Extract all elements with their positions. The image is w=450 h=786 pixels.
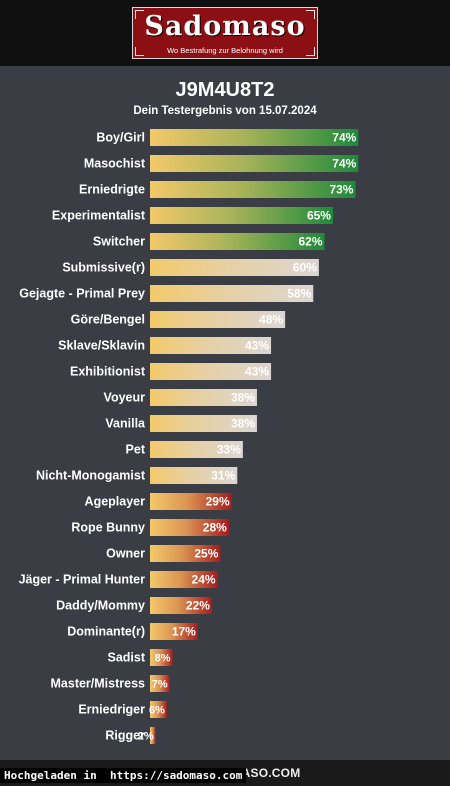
result-bar xyxy=(150,337,272,354)
category-label: Ageplayer xyxy=(85,495,146,509)
category-label: Exhibitionist xyxy=(70,365,146,379)
category-label: Erniedriger xyxy=(78,703,145,717)
category-label: Pet xyxy=(126,443,146,457)
result-date: Dein Testergebnis von 15.07.2024 xyxy=(133,105,317,117)
category-label: Submissive(r) xyxy=(62,261,145,275)
result-bar xyxy=(150,519,229,536)
value-label: 38% xyxy=(231,391,255,405)
value-label: 73% xyxy=(329,183,353,197)
category-label: Nicht-Monogamist xyxy=(36,469,146,483)
value-label: 7% xyxy=(152,679,168,691)
category-label: Dominante(r) xyxy=(67,625,145,639)
value-label: 48% xyxy=(259,313,283,327)
category-label: Switcher xyxy=(93,235,145,249)
category-label: Jäger - Primal Hunter xyxy=(19,573,146,587)
value-label: 33% xyxy=(217,443,241,457)
value-label: 43% xyxy=(245,365,269,379)
value-label: 8% xyxy=(155,653,171,665)
result-bar xyxy=(150,441,243,458)
value-label: 74% xyxy=(332,157,356,171)
result-bar xyxy=(150,285,314,302)
value-label: 25% xyxy=(194,547,218,561)
category-label: Experimentalist xyxy=(52,209,146,223)
result-bar xyxy=(150,727,156,744)
logo-ornament xyxy=(306,10,315,19)
result-bar xyxy=(150,701,167,718)
category-label: Master/Mistress xyxy=(51,677,146,691)
logo-tagline: Wo Bestrafung zur Belohnung wird xyxy=(167,46,283,55)
result-bar xyxy=(150,545,221,562)
value-label: 58% xyxy=(287,287,311,301)
value-label: 60% xyxy=(293,261,317,275)
result-bar xyxy=(150,493,232,510)
upload-note: Hochgeladen in https://sadomaso.com xyxy=(0,768,247,783)
result-bar xyxy=(150,675,170,692)
category-label: Masochist xyxy=(84,157,146,171)
result-bar xyxy=(150,363,272,380)
value-label: 2% xyxy=(138,731,154,743)
value-label: 22% xyxy=(186,599,210,613)
result-bar xyxy=(150,571,218,588)
logo-title: Sadomaso xyxy=(144,11,306,42)
value-label: 6% xyxy=(149,705,165,717)
result-bar xyxy=(150,259,319,276)
result-bar xyxy=(150,467,238,484)
category-label: Vanilla xyxy=(105,417,146,431)
category-label: Voyeur xyxy=(104,391,146,405)
value-label: 28% xyxy=(203,521,227,535)
category-label: Sadist xyxy=(107,651,145,665)
result-id: J9M4U8T2 xyxy=(175,79,275,101)
result-bar xyxy=(150,155,359,172)
result-bar xyxy=(150,129,359,146)
category-label: Erniedrigte xyxy=(79,183,145,197)
result-bar xyxy=(150,207,333,224)
category-label: Rigger xyxy=(105,729,145,743)
value-label: 38% xyxy=(231,417,255,431)
category-label: Daddy/Mommy xyxy=(56,599,145,613)
result-bar xyxy=(150,597,212,614)
category-label: Boy/Girl xyxy=(96,131,145,145)
result-bar xyxy=(150,649,173,666)
sadomaso-logo[interactable]: Sadomaso Wo Bestrafung zur Belohnung wir… xyxy=(132,7,318,59)
logo-ornament xyxy=(306,47,315,56)
logo-ornament xyxy=(135,47,144,56)
category-label: Sklave/Sklavin xyxy=(58,339,145,353)
logo-ornament xyxy=(135,10,144,19)
category-label: Gejagte - Primal Prey xyxy=(19,287,145,301)
category-label: Owner xyxy=(106,547,145,561)
value-label: 24% xyxy=(192,573,216,587)
result-bar xyxy=(150,311,286,328)
value-label: 17% xyxy=(172,625,196,639)
site-header: Sadomaso Wo Bestrafung zur Belohnung wir… xyxy=(0,0,450,66)
result-bar xyxy=(150,389,257,406)
value-label: 62% xyxy=(298,235,322,249)
category-label: Rope Bunny xyxy=(71,521,145,535)
value-label: 31% xyxy=(211,469,235,483)
value-label: 43% xyxy=(245,339,269,353)
result-bar xyxy=(150,233,325,250)
value-label: 65% xyxy=(307,209,331,223)
result-bar xyxy=(150,623,198,640)
value-label: 29% xyxy=(206,495,230,509)
result-bar xyxy=(150,181,356,198)
result-bar xyxy=(150,415,257,432)
category-label: Göre/Bengel xyxy=(71,313,145,327)
value-label: 74% xyxy=(332,131,356,145)
